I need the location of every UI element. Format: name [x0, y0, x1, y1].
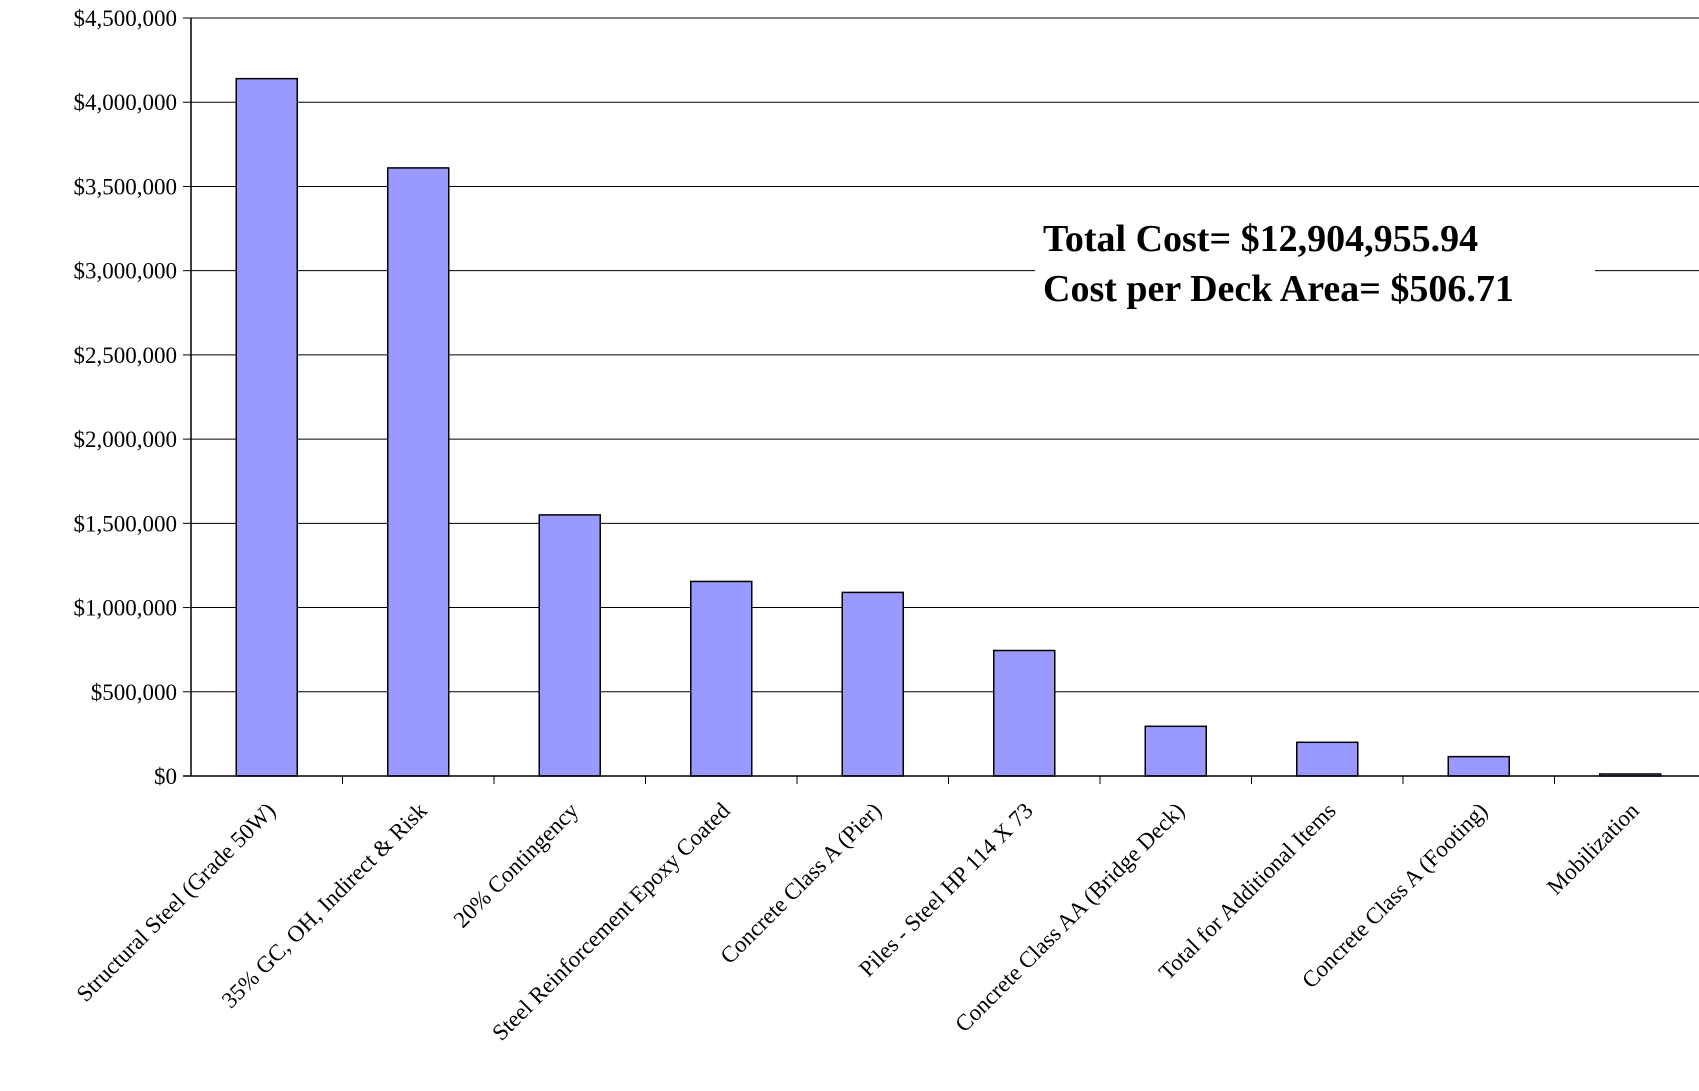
- y-tick-label: $0: [154, 764, 177, 789]
- bar: [1296, 741, 1359, 777]
- category-label: Concrete Class A (Pier): [715, 798, 886, 969]
- y-tick-label: $2,500,000: [74, 343, 178, 368]
- bar: [841, 591, 904, 777]
- category-label: Total for Additional Items: [1154, 798, 1341, 985]
- annotation-cost-per-deck-area: Cost per Deck Area= $506.71: [1043, 268, 1514, 310]
- category-label: Piles - Steel HP 114 X 73: [854, 798, 1038, 982]
- y-tick-label: $3,500,000: [74, 174, 178, 199]
- y-tick-label: $2,000,000: [74, 427, 178, 452]
- bar: [387, 167, 450, 777]
- axes: [183, 17, 1699, 784]
- bars: [235, 77, 1662, 777]
- category-label: Steel Reinforcement Epoxy Coated: [487, 798, 735, 1046]
- annotation-total-cost: Total Cost= $12,904,955.94: [1043, 218, 1478, 260]
- annotation-box: Total Cost= $12,904,955.94 Cost per Deck…: [1035, 205, 1595, 315]
- category-label: Mobilization: [1542, 798, 1644, 900]
- bar: [1144, 725, 1207, 777]
- x-category-labels: Structural Steel (Grade 50W)35% GC, OH, …: [72, 798, 1645, 1046]
- bar: [690, 580, 753, 777]
- y-tick-labels: $0 $500,000 $1,000,000 $1,500,000 $2,000,000…: [74, 6, 178, 789]
- bar: [993, 649, 1056, 777]
- bar: [1447, 755, 1510, 777]
- bar: [235, 77, 298, 777]
- y-tick-label: $4,000,000: [74, 90, 178, 115]
- y-tick-label: $1,500,000: [74, 511, 178, 536]
- annotation-background: [1035, 205, 1595, 315]
- y-tick-label: $1,000,000: [74, 596, 178, 621]
- y-tick-label: $500,000: [91, 680, 177, 705]
- bar: [538, 514, 601, 777]
- y-tick-label: $3,000,000: [74, 259, 178, 284]
- category-label: 20% Contingency: [449, 798, 584, 933]
- y-tick-label: $4,500,000: [74, 6, 178, 31]
